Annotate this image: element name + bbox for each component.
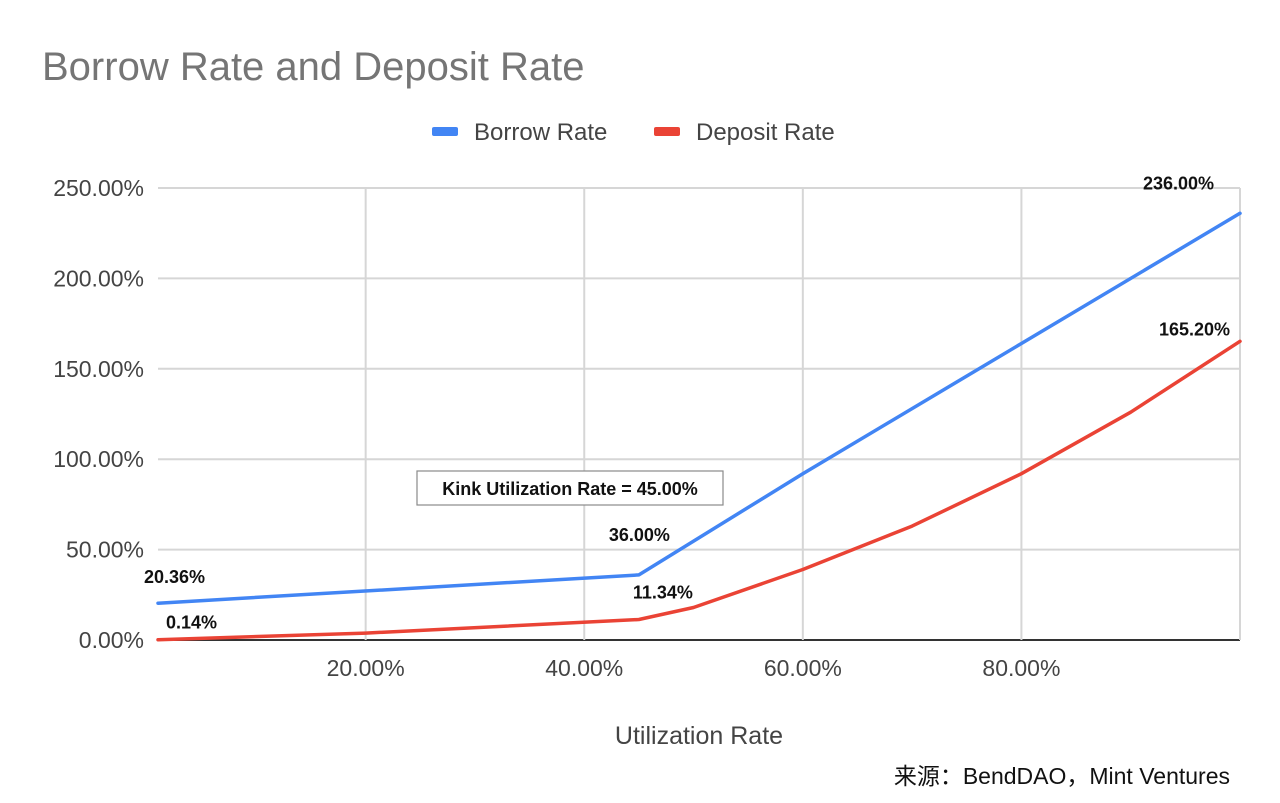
data-label: 236.00%: [1143, 173, 1214, 193]
legend-label-borrow-rate: Borrow Rate: [474, 119, 607, 146]
y-tick-label: 100.00%: [53, 446, 144, 472]
x-tick-label: 60.00%: [764, 655, 842, 681]
y-tick-label: 0.00%: [79, 627, 144, 653]
legend-item-deposit-rate: Deposit Rate: [654, 119, 835, 146]
series-lines: [156, 211, 1242, 642]
x-axis-ticks: 20.00% 40.00% 60.00% 80.00%: [327, 655, 1061, 681]
x-tick-label: 40.00%: [545, 655, 623, 681]
legend-item-borrow-rate: Borrow Rate: [432, 119, 607, 146]
data-label: 165.20%: [1159, 319, 1230, 339]
legend: Borrow Rate Deposit Rate: [432, 119, 835, 146]
legend-label-deposit-rate: Deposit Rate: [696, 119, 835, 146]
x-tick-label: 80.00%: [982, 655, 1060, 681]
y-axis-ticks: 0.00% 50.00% 100.00% 150.00% 200.00% 250.00%: [53, 175, 144, 653]
gridlines: [158, 187, 1241, 641]
y-tick-label: 200.00%: [53, 265, 144, 291]
kink-annotation: Kink Utilization Rate = 45.00%: [416, 470, 724, 506]
chart-title: Borrow Rate and Deposit Rate: [42, 45, 585, 89]
y-tick-label: 50.00%: [66, 537, 144, 563]
data-labels: 20.36% 0.14% 36.00% 11.34% 236.00% 165.20%: [144, 173, 1230, 632]
data-label: 11.34%: [633, 582, 693, 602]
kink-annotation-box: [416, 470, 724, 506]
data-label: 20.36%: [144, 567, 205, 587]
y-tick-label: 150.00%: [53, 356, 144, 382]
series-line-deposit-rate: [156, 339, 1242, 642]
x-tick-label: 20.00%: [327, 655, 405, 681]
data-label: 36.00%: [609, 525, 670, 545]
data-label: 0.14%: [166, 613, 217, 633]
legend-swatch-borrow-rate: [432, 127, 458, 136]
kink-annotation-text: Kink Utilization Rate = 45.00%: [442, 479, 698, 499]
x-axis-title: Utilization Rate: [615, 722, 783, 750]
source-note: 来源：BendDAO，Mint Ventures: [894, 763, 1230, 789]
series-line-borrow-rate: [156, 211, 1242, 605]
legend-swatch-deposit-rate: [654, 127, 680, 136]
y-tick-label: 250.00%: [53, 175, 144, 201]
